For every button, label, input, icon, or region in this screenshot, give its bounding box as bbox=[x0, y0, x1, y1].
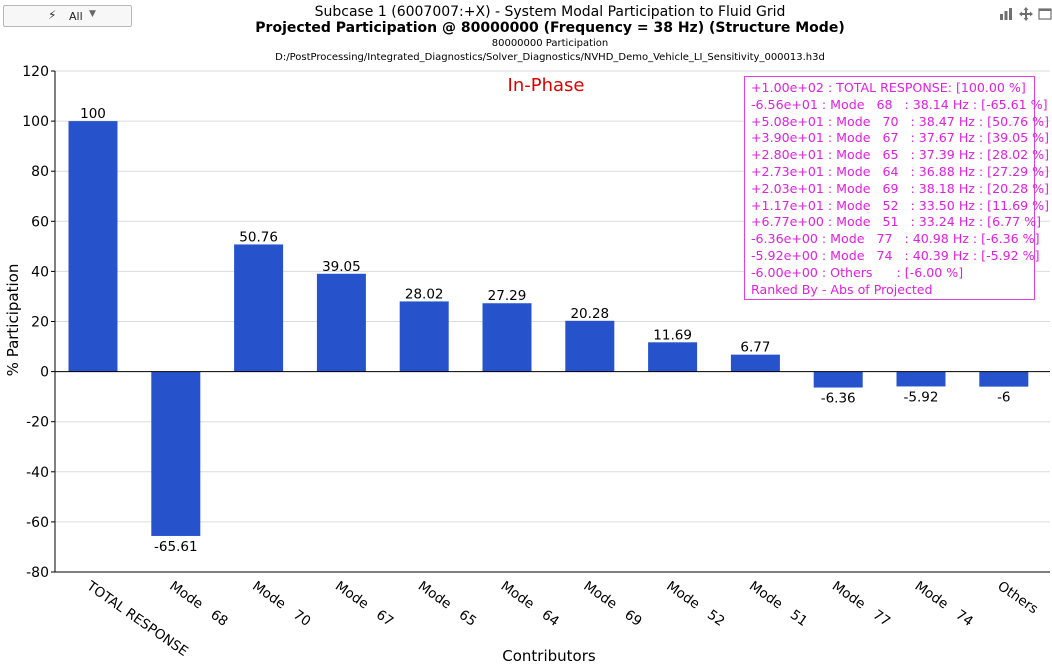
x-tick-label-text: Mode bbox=[912, 578, 951, 612]
chart-subtitle-participation: 80000000 Participation bbox=[491, 38, 609, 49]
bar[interactable] bbox=[316, 273, 366, 372]
bar-value-label: -6 bbox=[997, 390, 1010, 406]
legend: +1.00e+02 : TOTAL RESPONSE: [100.00 %] -6… bbox=[744, 76, 1050, 300]
y-tick-label: 40 bbox=[31, 264, 49, 280]
bar-value-label: 20.28 bbox=[570, 306, 609, 322]
legend-entry: -6.36e+00 : Mode 77 : 40.98 Hz : [-6.36 … bbox=[751, 231, 1040, 247]
x-tick-label-text: Mode bbox=[829, 578, 868, 612]
bar[interactable] bbox=[399, 301, 449, 372]
bolt-icon: ⚡ bbox=[48, 8, 57, 22]
axes bbox=[51, 70, 1050, 573]
x-tick-label-text: Mode bbox=[249, 578, 288, 612]
legend-entry: +2.80e+01 : Mode 65 : 37.39 Hz : [28.02 … bbox=[751, 147, 1050, 163]
move-icon[interactable] bbox=[1019, 7, 1033, 21]
bar[interactable] bbox=[979, 371, 1029, 387]
x-tick-label-number: 74 bbox=[953, 607, 976, 630]
bar[interactable] bbox=[482, 303, 532, 372]
in-phase-annotation: In-Phase bbox=[508, 75, 585, 96]
x-tick-label-number: 69 bbox=[621, 607, 644, 630]
legend-entry: +3.90e+01 : Mode 67 : 37.67 Hz : [39.05 … bbox=[751, 130, 1050, 146]
legend-entry: Ranked By - Abs of Projected bbox=[751, 281, 933, 297]
legend-entry: +1.00e+02 : TOTAL RESPONSE: [100.00 %] bbox=[751, 80, 1026, 95]
bar-chart-icon[interactable] bbox=[999, 7, 1013, 21]
x-tick-label-number: 51 bbox=[787, 607, 810, 630]
x-tick-label: Others bbox=[995, 578, 1041, 617]
y-tick-label: 20 bbox=[31, 315, 49, 331]
legend-entry: +6.77e+00 : Mode 51 : 33.24 Hz : [6.77 %… bbox=[751, 214, 1041, 230]
y-tick-label: -40 bbox=[26, 465, 49, 481]
y-tick-label: -20 bbox=[26, 415, 49, 431]
filter-value: All bbox=[69, 10, 83, 23]
bar[interactable] bbox=[68, 121, 118, 372]
bar[interactable] bbox=[648, 342, 698, 372]
legend-entry: +5.08e+01 : Mode 70 : 38.47 Hz : [50.76 … bbox=[751, 113, 1050, 129]
bar-value-label: -6.36 bbox=[821, 391, 856, 407]
y-tick-label: 60 bbox=[31, 214, 49, 230]
chevron-down-icon: ▼ bbox=[89, 9, 96, 19]
bar-value-label: 50.76 bbox=[239, 229, 278, 245]
legend-entry: -6.00e+00 : Others : [-6.00 %] bbox=[751, 264, 964, 280]
x-tick-label-number: 67 bbox=[373, 607, 396, 630]
legend-entry: +2.03e+01 : Mode 69 : 38.18 Hz : [20.28 … bbox=[751, 180, 1050, 196]
bar-value-label: -65.61 bbox=[154, 539, 198, 555]
chart-title: Subcase 1 (6007007:+X) - System Modal Pa… bbox=[314, 4, 786, 20]
bar[interactable] bbox=[234, 244, 284, 372]
y-tick-label: 120 bbox=[22, 64, 49, 80]
x-axis-title: Contributors bbox=[502, 647, 596, 664]
bar[interactable] bbox=[565, 320, 615, 372]
chart-subtitle: Projected Participation @ 80000000 (Freq… bbox=[255, 20, 845, 36]
x-tick-label-number: 68 bbox=[207, 607, 230, 630]
x-tick-label-number: 70 bbox=[290, 607, 313, 630]
bar-value-label: 11.69 bbox=[653, 327, 692, 343]
bar[interactable] bbox=[151, 371, 201, 536]
bar[interactable] bbox=[896, 371, 946, 387]
x-tick-label-number: 52 bbox=[704, 607, 727, 630]
x-tick-label-text: Mode bbox=[581, 578, 620, 612]
y-tick-label: 100 bbox=[22, 114, 49, 130]
bar[interactable] bbox=[730, 354, 780, 372]
x-tick-label-text: Mode bbox=[415, 578, 454, 612]
y-tick-label: -80 bbox=[26, 565, 49, 581]
bars bbox=[68, 121, 1029, 536]
file-path: D:/PostProcessing/Integrated_Diagnostics… bbox=[275, 52, 825, 63]
x-tick-label-text: Mode bbox=[498, 578, 537, 612]
bar-value-label: 100 bbox=[80, 106, 106, 122]
y-tick-label: 0 bbox=[40, 365, 49, 381]
bar-value-label: -5.92 bbox=[904, 389, 939, 405]
x-tick-label-text: Mode bbox=[663, 578, 702, 612]
bar-value-label: 27.29 bbox=[488, 288, 527, 304]
legend-entry: +2.73e+01 : Mode 64 : 36.88 Hz : [27.29 … bbox=[751, 163, 1050, 179]
x-tick-label-text: Others bbox=[995, 578, 1041, 617]
bar-value-label: 39.05 bbox=[322, 259, 361, 275]
filter-dropdown[interactable]: ⚡ All ▼ bbox=[3, 5, 132, 27]
legend-entry: -5.92e+00 : Mode 74 : 40.39 Hz : [-5.92 … bbox=[751, 247, 1040, 263]
x-tick-label-number: 65 bbox=[456, 607, 479, 630]
x-tick-label-text: Mode bbox=[167, 578, 206, 612]
bar-value-label: 6.77 bbox=[740, 340, 770, 356]
legend-entry: +1.17e+01 : Mode 52 : 33.50 Hz : [11.69 … bbox=[751, 197, 1050, 213]
bar-value-label: 28.02 bbox=[405, 286, 444, 302]
x-tick-label-text: Mode bbox=[746, 578, 785, 612]
y-axis-title: % Participation bbox=[4, 264, 22, 377]
x-tick-label-text: Mode bbox=[332, 578, 371, 612]
x-tick-label-number: 64 bbox=[539, 607, 562, 630]
x-tick-label-number: 77 bbox=[870, 607, 893, 630]
legend-entry: -6.56e+01 : Mode 68 : 38.14 Hz : [-65.61… bbox=[751, 96, 1048, 112]
y-tick-label: 80 bbox=[31, 164, 49, 180]
bar[interactable] bbox=[813, 371, 863, 388]
window-icon[interactable] bbox=[1038, 7, 1052, 21]
y-tick-label: -60 bbox=[26, 515, 49, 531]
